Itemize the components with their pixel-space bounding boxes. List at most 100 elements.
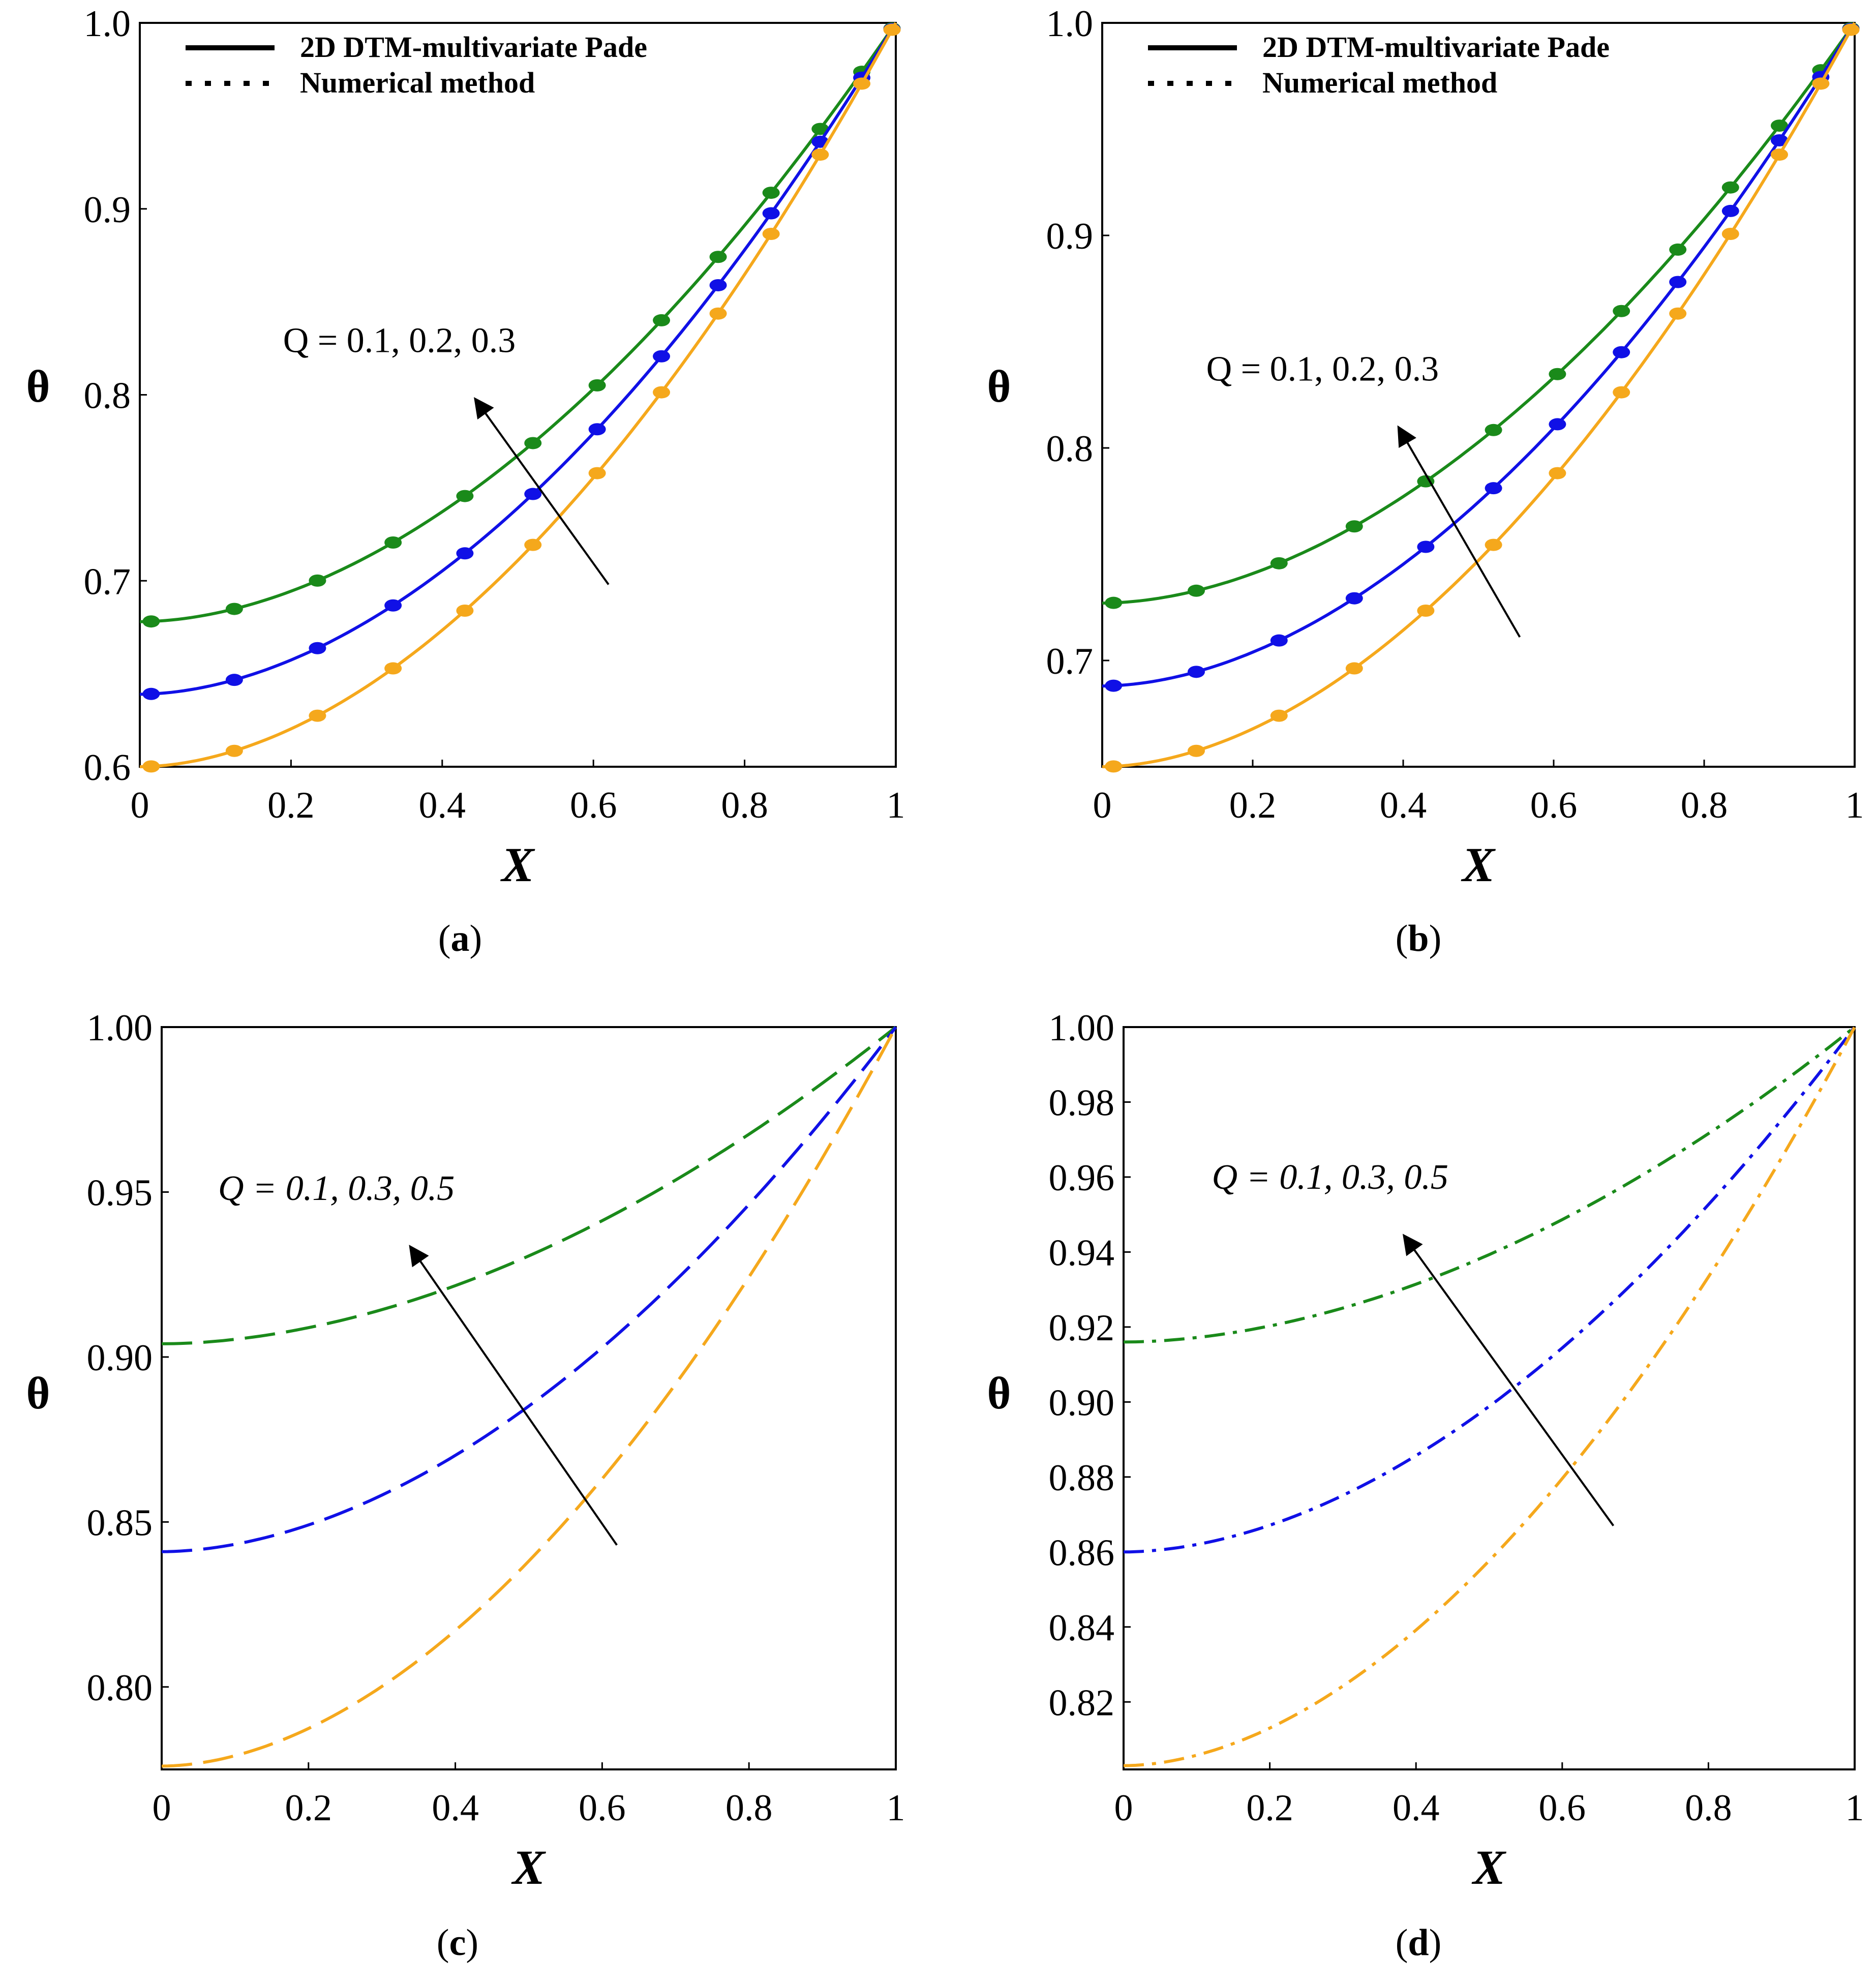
numerical-marker-orange (1417, 604, 1435, 617)
numerical-marker-green (309, 574, 326, 587)
numerical-marker-blue (1485, 482, 1502, 495)
trend-arrow (1402, 1234, 1615, 1526)
y-tick-label: 0.8 (84, 375, 131, 417)
x-axis-label: X (1471, 1840, 1506, 1894)
x-tick-label: 0 (153, 1787, 171, 1829)
y-tick-label: 1.00 (1049, 1007, 1115, 1049)
x-axis-label: X (1461, 837, 1496, 892)
caption-close: ) (466, 1922, 478, 1964)
numerical-marker-orange (588, 467, 606, 479)
numerical-marker-orange (456, 604, 474, 617)
numerical-marker-blue (588, 423, 606, 436)
numerical-marker-orange (1721, 227, 1739, 240)
numerical-marker-orange (1188, 744, 1205, 757)
y-axis-label: θ (26, 362, 50, 412)
y-tick-label: 0.7 (1046, 641, 1094, 682)
numerical-marker-blue (762, 207, 780, 220)
y-tick-label: 0.85 (87, 1502, 153, 1544)
legend-entry: 2D DTM-multivariate Pade (1262, 31, 1610, 64)
numerical-marker-orange (1842, 23, 1860, 36)
x-tick-label: 0.8 (1681, 785, 1728, 826)
numerical-marker-green (1188, 584, 1205, 597)
x-tick-label: 0.4 (419, 785, 466, 826)
numerical-marker-blue (1417, 540, 1435, 553)
numerical-marker-green (384, 536, 402, 549)
numerical-marker-orange (309, 709, 326, 722)
panel-a: 0 0.2 0.4 0.6 0.8 1 0.6 0.7 0.8 0.9 1.0 Xθ Q = 0.1, … (26, 3, 905, 959)
y-axis-label: θ (987, 1368, 1011, 1419)
numerical-marker-blue (309, 642, 326, 654)
plot-frame (161, 1026, 897, 1770)
caption-close: ) (1429, 1922, 1442, 1964)
caption-letter: d (1408, 1922, 1429, 1964)
y-tick-label: 0.84 (1049, 1607, 1115, 1649)
numerical-marker-blue (384, 599, 402, 612)
q-annotation: Q = 0.1, 0.2, 0.3 (1206, 349, 1439, 388)
numerical-marker-blue (1669, 276, 1687, 288)
numerical-marker-blue (1105, 679, 1123, 692)
panel-caption: (a) (438, 918, 482, 959)
y-tick-label: 0.94 (1049, 1232, 1115, 1274)
caption-open: ( (438, 918, 451, 959)
numerical-marker-orange (524, 538, 542, 551)
numerical-marker-orange (709, 307, 727, 320)
plot-frame (1123, 1026, 1856, 1770)
x-tick-label: 0.2 (285, 1787, 332, 1829)
numerical-marker-green (456, 490, 474, 502)
numerical-marker-green (1669, 243, 1687, 256)
numerical-marker-orange (1549, 467, 1566, 479)
x-axis-label: X (511, 1840, 546, 1894)
numerical-marker-orange (883, 23, 901, 36)
y-tick-label: 0.8 (1046, 428, 1094, 470)
numerical-marker-blue (1613, 346, 1630, 358)
series-line-blue (139, 22, 897, 696)
caption-close: ) (1429, 918, 1442, 959)
x-tick-label: 0.4 (432, 1787, 479, 1829)
panel-caption: (d) (1396, 1922, 1441, 1964)
numerical-marker-green (1270, 557, 1288, 569)
numerical-marker-blue (456, 547, 474, 560)
series-line-orange (1123, 1026, 1856, 1767)
numerical-marker-green (524, 437, 542, 449)
numerical-marker-orange (1270, 709, 1288, 722)
numerical-marker-orange (142, 760, 160, 773)
numerical-marker-green (1345, 520, 1363, 533)
numerical-marker-green (142, 615, 160, 628)
numerical-marker-green (653, 314, 671, 326)
numerical-marker-orange (225, 744, 243, 757)
numerical-marker-blue (1270, 634, 1288, 647)
x-tick-label: 1 (1845, 785, 1864, 826)
y-axis-label: θ (26, 1368, 50, 1419)
x-tick-label: 0.2 (1246, 1787, 1293, 1829)
x-tick-label: 0.4 (1393, 1787, 1440, 1829)
caption-open: ( (1396, 1922, 1408, 1964)
y-tick-label: 0.86 (1049, 1532, 1115, 1574)
numerical-marker-blue (1771, 134, 1788, 146)
trend-arrow (409, 1245, 618, 1546)
series-line-green (139, 22, 897, 623)
y-tick-label: 0.7 (84, 561, 131, 603)
numerical-marker-orange (1771, 148, 1788, 161)
series-line-blue (161, 1026, 897, 1553)
caption-close: ) (470, 918, 482, 959)
x-axis-label: X (500, 837, 535, 892)
series-line-green (1123, 1026, 1856, 1344)
series-line-blue (1123, 1026, 1856, 1554)
legend-entry: Numerical method (1262, 66, 1497, 99)
x-tick-label: 0.8 (721, 785, 768, 826)
numerical-marker-orange (811, 148, 829, 161)
numerical-marker-green (1417, 475, 1435, 488)
numerical-marker-green (811, 123, 829, 135)
x-tick-label: 0.8 (1685, 1787, 1732, 1829)
x-tick-label: 0 (1114, 1787, 1133, 1829)
caption-open: ( (1396, 918, 1408, 959)
y-tick-label: 1.0 (1046, 3, 1094, 45)
plot-frame (1101, 22, 1856, 768)
y-tick-label: 0.6 (84, 747, 131, 789)
x-tick-label: 0.8 (725, 1787, 773, 1829)
plot-frame (139, 22, 897, 768)
numerical-marker-orange (762, 227, 780, 240)
numerical-marker-green (1771, 119, 1788, 132)
numerical-marker-green (225, 603, 243, 615)
